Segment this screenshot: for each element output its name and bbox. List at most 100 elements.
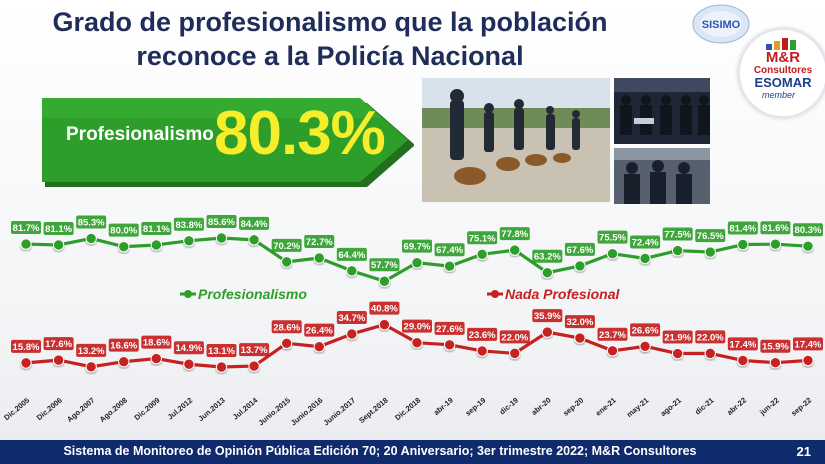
- data-point: [85, 361, 97, 373]
- data-point: [248, 360, 260, 372]
- data-point: [215, 232, 228, 244]
- footer-bar: Sistema de Monitoreo de Opinión Pública …: [0, 440, 825, 464]
- page-title-line1: Grado de profesionalismo que la població…: [52, 7, 608, 37]
- data-label: 22.0%: [501, 332, 528, 343]
- data-point: [737, 354, 749, 367]
- data-label-box: [76, 215, 107, 229]
- legend-marker: [491, 290, 499, 298]
- profesionalismo-banner: Profesionalismo 80.3%: [42, 94, 414, 190]
- data-point: [183, 358, 195, 370]
- data-label-box: [662, 330, 693, 344]
- data-label: 81.4%: [729, 224, 756, 235]
- x-tick-label: sep-19: [463, 396, 487, 418]
- page-number: 21: [796, 444, 811, 459]
- data-point: [118, 355, 130, 368]
- footer-text: Sistema de Monitoreo de Opinión Pública …: [63, 444, 697, 458]
- data-point: [476, 345, 488, 357]
- data-label: 14.9%: [175, 343, 202, 354]
- police-officers-photo: [614, 148, 710, 204]
- legend-label: Nada Profesional: [505, 286, 620, 302]
- data-point: [52, 354, 65, 366]
- data-label: 81.1%: [143, 224, 170, 235]
- x-tick-label: abr-22: [725, 396, 748, 417]
- data-label-box: [173, 341, 204, 355]
- data-point: [509, 347, 521, 360]
- data-point: [346, 328, 358, 340]
- data-label-box: [402, 239, 432, 253]
- data-label-box: [239, 343, 270, 357]
- sisimo-logo: SISIMO: [690, 0, 752, 46]
- data-label-box: [402, 319, 432, 333]
- data-point: [20, 238, 32, 250]
- data-label-box: [206, 215, 237, 228]
- x-tick-label: Junio.2017: [322, 396, 357, 428]
- data-label: 22.0%: [697, 332, 724, 343]
- data-label: 75.1%: [469, 233, 496, 244]
- data-point: [52, 239, 65, 251]
- data-label: 18.6%: [143, 338, 170, 349]
- data-label-box: [760, 339, 791, 353]
- data-point: [704, 246, 716, 258]
- data-label-box: [434, 321, 465, 335]
- data-label: 63.2%: [534, 252, 561, 263]
- mr-logo-name: M&R: [765, 49, 801, 66]
- data-label-box: [76, 343, 107, 357]
- data-label: 13.1%: [208, 346, 235, 357]
- data-label-box: [11, 339, 41, 353]
- data-label-box: [336, 310, 367, 324]
- data-label: 72.7%: [306, 237, 333, 248]
- data-label-box: [304, 234, 335, 248]
- data-point: [183, 235, 195, 247]
- data-point: [20, 357, 32, 369]
- data-point: [802, 354, 814, 367]
- line-chart: 81.7% 81.1% 85.3% 80.0% 81.1% 83.8% 85.6% 84.4%…: [2, 215, 823, 428]
- data-label-box: [695, 229, 726, 243]
- x-tick-label: Ago.2008: [98, 396, 129, 424]
- x-tick-label: abr-19: [432, 396, 455, 417]
- data-point: [671, 244, 684, 257]
- data-label: 35.9%: [534, 311, 561, 322]
- data-label: 67.4%: [436, 245, 463, 256]
- x-tick-label: Dic.2006: [35, 396, 64, 422]
- data-label: 81.1%: [45, 224, 72, 235]
- data-label-box: [173, 217, 204, 231]
- data-point: [378, 275, 391, 287]
- data-label-box: [239, 216, 270, 230]
- data-label: 81.6%: [762, 223, 789, 234]
- data-point: [248, 234, 260, 246]
- data-point: [639, 340, 651, 353]
- data-point: [215, 361, 228, 373]
- data-label: 67.6%: [566, 245, 593, 256]
- data-label-box: [304, 323, 335, 337]
- x-tick-label: Ago.2007: [65, 396, 96, 424]
- x-tick-label: ago-21: [659, 396, 683, 418]
- data-label: 27.6%: [436, 324, 463, 335]
- data-point: [704, 347, 716, 360]
- data-point: [541, 267, 554, 279]
- x-tick-label: sep-20: [561, 396, 585, 418]
- data-label-box: [695, 330, 726, 344]
- data-label: 29.0%: [404, 322, 431, 333]
- data-label-box: [532, 249, 563, 263]
- data-label: 17.6%: [45, 339, 72, 350]
- data-point: [313, 340, 325, 353]
- data-label: 69.7%: [404, 242, 431, 253]
- data-label: 75.5%: [599, 233, 626, 244]
- banner-value: 80.3%: [214, 99, 386, 168]
- data-label: 17.4%: [795, 339, 822, 350]
- data-point: [85, 232, 97, 245]
- police-parade-photo: [614, 78, 710, 144]
- data-point: [346, 265, 358, 277]
- data-label-box: [369, 301, 400, 315]
- data-label-box: [564, 315, 595, 329]
- data-point: [411, 336, 423, 349]
- data-point: [411, 256, 423, 269]
- data-point: [150, 239, 163, 251]
- data-label-box: [11, 221, 41, 235]
- data-point: [280, 256, 293, 268]
- member-label: member: [762, 90, 796, 100]
- legend-item: Profesionalismo: [180, 286, 307, 302]
- data-point: [313, 252, 325, 264]
- data-label-box: [597, 230, 628, 244]
- x-tick-label: Dic.2018: [393, 396, 422, 422]
